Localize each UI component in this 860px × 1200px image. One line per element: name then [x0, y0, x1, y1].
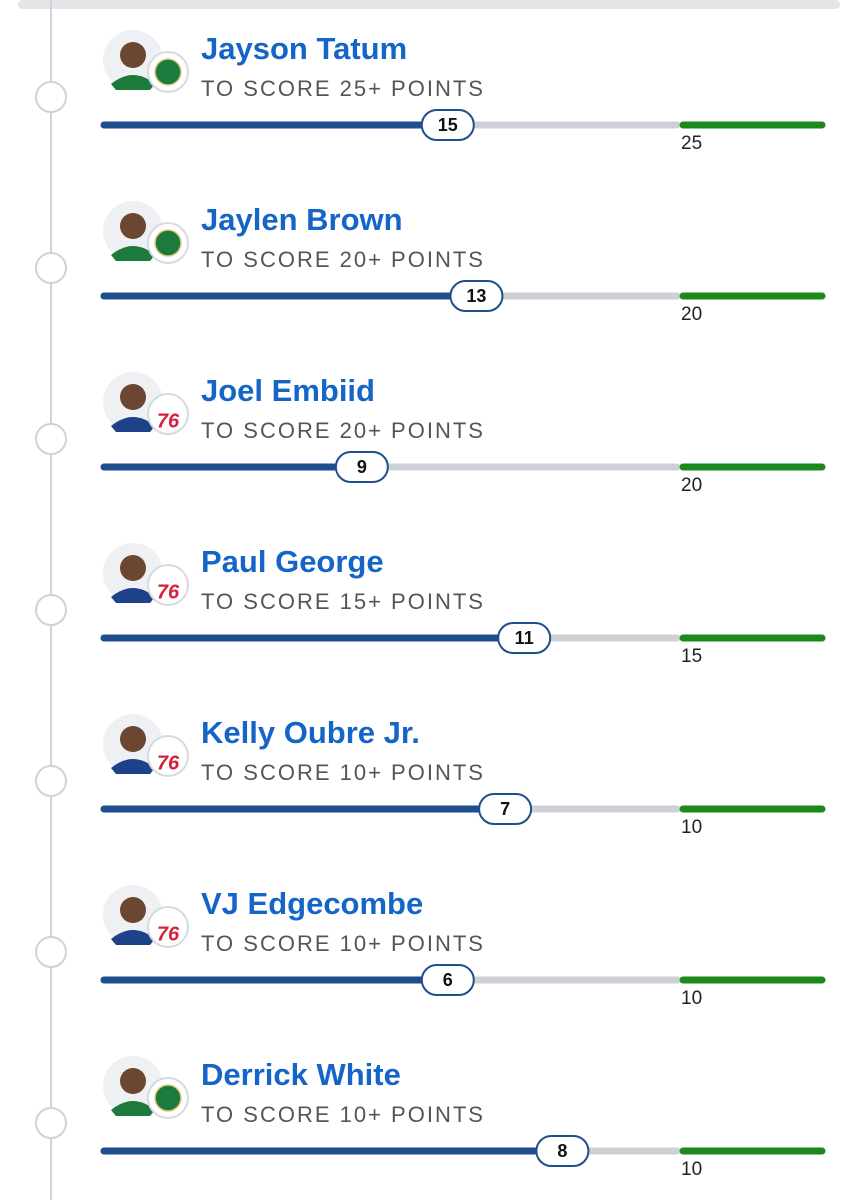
current-badge	[478, 793, 533, 825]
current-value: 11	[515, 628, 534, 648]
prop-text: TO SCORE 10+ POINTS	[201, 931, 485, 956]
team-logo	[147, 906, 189, 948]
team-logo-mark	[154, 229, 182, 257]
prop-row: Jayson Tatum TO SCORE 25+ POINTS 15 25	[35, 30, 826, 154]
prop-row: 76 Kelly Oubre Jr. TO SCORE 10+ POINTS 7 10	[35, 714, 826, 838]
team-logo-text: 76	[157, 752, 180, 774]
team-logo-mark	[154, 1084, 182, 1112]
team-logo	[147, 564, 189, 606]
player-jersey	[111, 588, 155, 603]
prop-row: Jaylen Brown TO SCORE 20+ POINTS 13 20	[35, 201, 826, 325]
timeline-node	[35, 81, 67, 113]
player-name: VJ Edgecombe	[201, 886, 423, 921]
current-badge	[420, 964, 475, 996]
player-name: Jaylen Brown	[201, 202, 403, 237]
target-value: 10	[681, 817, 702, 838]
player-head	[120, 1068, 146, 1094]
target-value: 15	[681, 646, 702, 667]
current-badge	[497, 622, 552, 654]
player-name: Derrick White	[201, 1057, 401, 1092]
player-head	[120, 42, 146, 68]
timeline-node	[35, 1107, 67, 1139]
current-value: 6	[443, 970, 453, 990]
prop-text: TO SCORE 25+ POINTS	[201, 76, 485, 101]
team-logo-text: 76	[157, 581, 180, 603]
prop-row: 76 Joel Embiid TO SCORE 20+ POINTS 9 20	[35, 372, 826, 496]
player-head	[120, 384, 146, 410]
current-value: 13	[466, 286, 486, 306]
team-logo-text: 76	[157, 410, 180, 432]
timeline-node	[35, 765, 67, 797]
player-jersey	[111, 1101, 155, 1116]
player-head	[120, 897, 146, 923]
team-logo-text: 76	[157, 923, 180, 945]
target-value: 10	[681, 988, 702, 1009]
timeline-node	[35, 252, 67, 284]
timeline-node	[35, 936, 67, 968]
player-head	[120, 555, 146, 581]
timeline-node	[35, 594, 67, 626]
target-value: 20	[681, 475, 702, 496]
player-name: Kelly Oubre Jr.	[201, 715, 420, 750]
player-jersey	[111, 759, 155, 774]
player-name: Paul George	[201, 544, 384, 579]
current-badge	[420, 109, 475, 141]
target-value: 20	[681, 304, 702, 325]
target-value: 10	[681, 1159, 702, 1180]
current-badge	[334, 451, 389, 483]
prop-text: TO SCORE 20+ POINTS	[201, 247, 485, 272]
current-value: 8	[557, 1141, 567, 1161]
prop-row: 76 Paul George TO SCORE 15+ POINTS 11 15	[35, 543, 826, 667]
current-badge	[535, 1135, 590, 1167]
player-head	[120, 213, 146, 239]
team-logo-mark	[154, 58, 182, 86]
team-logo	[147, 735, 189, 777]
player-name: Joel Embiid	[201, 373, 375, 408]
current-value: 9	[357, 457, 367, 477]
player-jersey	[111, 246, 155, 261]
current-badge	[449, 280, 504, 312]
prop-text: TO SCORE 20+ POINTS	[201, 418, 485, 443]
target-value: 25	[681, 133, 702, 154]
card-edge	[18, 0, 840, 9]
current-value: 15	[438, 115, 458, 135]
prop-row: Derrick White TO SCORE 10+ POINTS 8 10	[35, 1056, 826, 1180]
prop-text: TO SCORE 15+ POINTS	[201, 589, 485, 614]
prop-text: TO SCORE 10+ POINTS	[201, 760, 485, 785]
timeline-node	[35, 423, 67, 455]
prop-text: TO SCORE 10+ POINTS	[201, 1102, 485, 1127]
player-head	[120, 726, 146, 752]
player-jersey	[111, 930, 155, 945]
current-value: 7	[500, 799, 510, 819]
player-jersey	[111, 417, 155, 432]
player-jersey	[111, 75, 155, 90]
prop-row: 76 VJ Edgecombe TO SCORE 10+ POINTS 6 10	[35, 885, 826, 1009]
team-logo	[147, 393, 189, 435]
player-name: Jayson Tatum	[201, 31, 407, 66]
